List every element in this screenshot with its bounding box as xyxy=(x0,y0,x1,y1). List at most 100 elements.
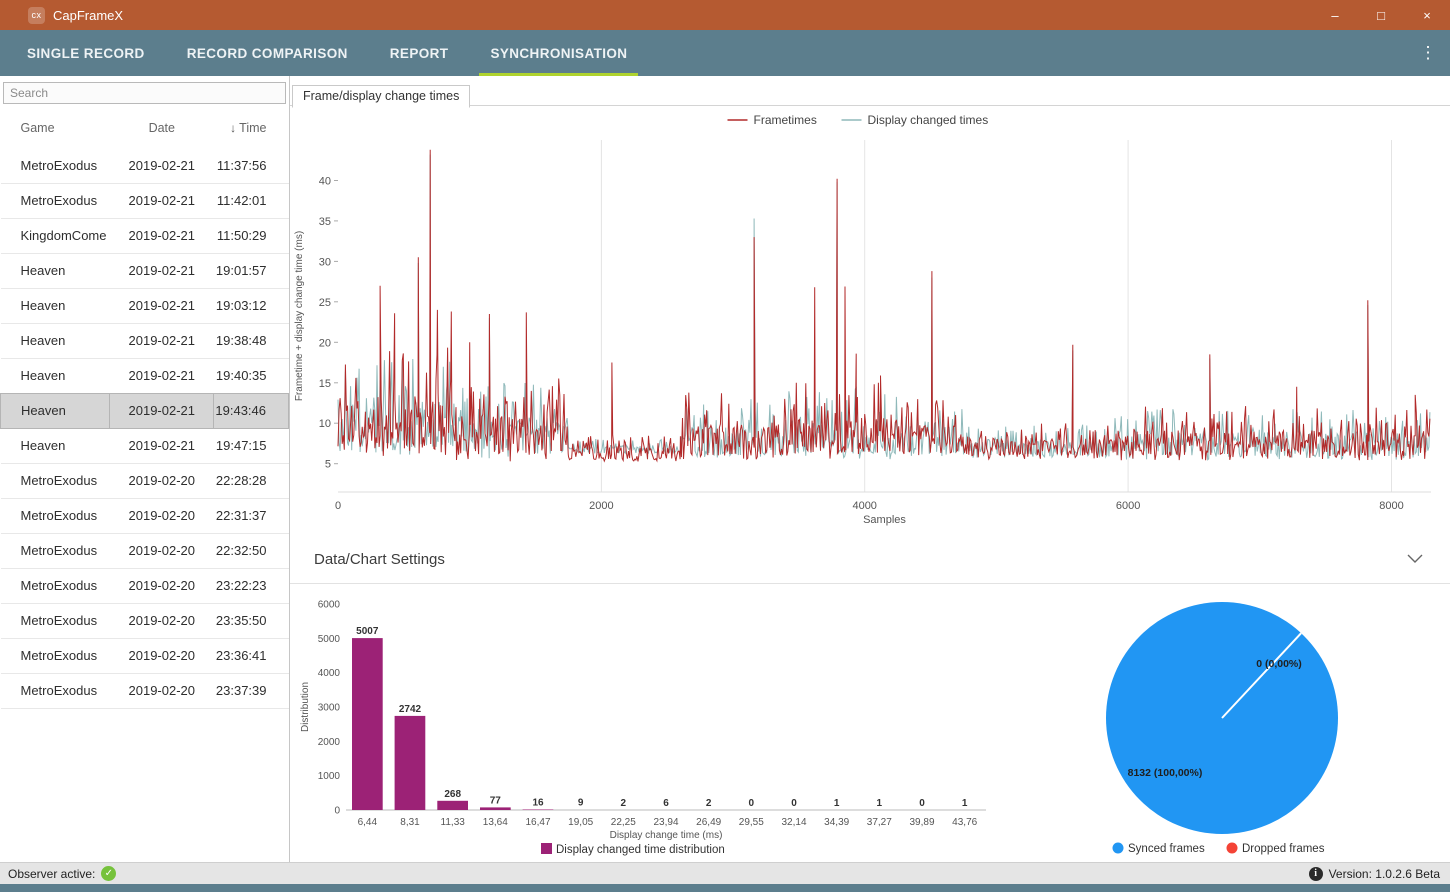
svg-text:3000: 3000 xyxy=(318,703,341,714)
record-row[interactable]: MetroExodus 2019-02-20 22:31:37 xyxy=(0,498,289,533)
main-panel: Frame/display change times 0 2000 4000 6 0 0 0… xyxy=(290,76,1450,862)
svg-text:77: 77 xyxy=(490,795,502,806)
svg-text:10: 10 xyxy=(319,418,331,430)
svg-text:1: 1 xyxy=(962,798,968,809)
record-row[interactable]: Heaven 2019-02-21 19:03:12 xyxy=(0,288,289,323)
close-button[interactable]: × xyxy=(1423,7,1431,23)
tab-synchronisation[interactable]: SYNCHRONISATION xyxy=(469,30,648,76)
svg-text:39,89: 39,89 xyxy=(909,817,934,828)
record-row[interactable]: MetroExodus 2019-02-21 11:42:01 xyxy=(0,183,289,218)
record-date: 2019-02-21 xyxy=(128,157,196,173)
minimize-button[interactable]: – xyxy=(1331,7,1339,23)
records-table-body: MetroExodus 2019-02-21 11:37:56 MetroExodus… xyxy=(0,148,289,708)
svg-text:16,47: 16,47 xyxy=(525,817,550,828)
record-date: 2019-02-21 xyxy=(128,438,196,453)
record-date: 2019-02-20 xyxy=(128,543,196,558)
records-sidebar: Game Date ↓Time MetroExodus 2019-02-21 11:… xyxy=(0,76,290,862)
record-date: 2019-02-20 xyxy=(128,648,196,663)
overflow-menu-icon[interactable]: ⋮ xyxy=(1419,43,1437,62)
svg-text:2742: 2742 xyxy=(399,704,422,715)
svg-text:0: 0 xyxy=(749,798,755,809)
svg-text:Display change time (ms): Display change time (ms) xyxy=(610,830,723,841)
svg-text:5007: 5007 xyxy=(356,626,379,637)
svg-text:6: 6 xyxy=(663,798,669,809)
svg-text:25: 25 xyxy=(319,297,331,309)
svg-text:30: 30 xyxy=(319,256,331,268)
record-date: 2019-02-21 xyxy=(128,263,196,278)
svg-text:1: 1 xyxy=(877,798,883,809)
records-header-row: Game Date ↓ Time xyxy=(1,108,289,148)
svg-text:8132 (100,00%): 8132 (100,00%) xyxy=(1128,767,1203,779)
column-header-time[interactable]: ↓ Time xyxy=(214,108,289,148)
maximize-button[interactable]: □ xyxy=(1377,7,1385,23)
record-game: Heaven xyxy=(0,392,111,429)
record-row[interactable]: MetroExodus 2019-02-20 22:32:50 xyxy=(0,533,289,568)
record-row[interactable]: Heaven 2019-02-21 19:40:35 xyxy=(0,358,289,393)
svg-text:0 (0,00%): 0 (0,00%) xyxy=(1256,658,1302,670)
synced-frames-pie-chart: 0 (0,00%) 8132 (100,00%) Synced frames Drop… xyxy=(1106,602,1338,855)
data-chart-settings-header[interactable]: Data/Chart Settings xyxy=(290,536,1450,584)
svg-text:Synced frames: Synced frames xyxy=(1128,843,1205,855)
svg-text:8,31: 8,31 xyxy=(400,817,420,828)
record-time: 22:28:28 xyxy=(215,473,267,488)
record-game: KingdomCome xyxy=(20,228,107,243)
svg-text:40: 40 xyxy=(319,176,331,188)
svg-text:268: 268 xyxy=(444,789,461,800)
chevron-down-icon[interactable] xyxy=(1406,551,1424,568)
record-time: 11:42:01 xyxy=(216,193,267,208)
svg-text:2: 2 xyxy=(621,798,627,809)
svg-text:20: 20 xyxy=(319,337,331,349)
svg-text:4000: 4000 xyxy=(852,500,876,512)
svg-text:29,55: 29,55 xyxy=(739,817,764,828)
record-game: Heaven xyxy=(20,298,66,313)
svg-text:0: 0 xyxy=(791,798,797,809)
app-logo-icon: cx xyxy=(28,6,45,24)
tab-record-comparison[interactable]: RECORD COMPARISON xyxy=(186,45,348,61)
svg-text:Display changed times: Display changed times xyxy=(868,113,989,127)
record-row[interactable]: Heaven 2019-02-21 19:01:57 xyxy=(0,253,289,288)
svg-text:1000: 1000 xyxy=(318,771,341,782)
record-date: 2019-02-21 xyxy=(109,392,215,429)
nav-tabs: SINGLE RECORD RECORD COMPARISON REPORT SYNC… xyxy=(0,30,648,76)
info-icon: i xyxy=(1308,866,1323,881)
svg-text:11,33: 11,33 xyxy=(441,817,466,828)
records-table: Game Date ↓ Time MetroExodus 2019-02-21 11:… xyxy=(0,108,289,709)
record-row[interactable]: MetroExodus 2019-02-20 22:28:28 xyxy=(0,463,289,498)
frametime-line-chart[interactable]: 0 2000 4000 6000 8000 5 10 15 20 25 30 35 40 Samples F… xyxy=(290,106,1445,536)
version-label: Version: 1.0.2.6 Beta xyxy=(1328,866,1440,881)
record-row[interactable]: Heaven 2019-02-21 19:43:46 xyxy=(0,392,289,429)
record-game: MetroExodus xyxy=(20,193,98,208)
bottom-charts: 0 1000 2000 3000 4000 5000 6000 5007 6,44 2742 8,3… xyxy=(290,584,1450,862)
tab-single-record[interactable]: SINGLE RECORD xyxy=(27,45,145,61)
statusbar: Observer active: ✓ i Version: 1.0.2.6 Be… xyxy=(0,862,1450,884)
record-row[interactable]: MetroExodus 2019-02-20 23:22:23 xyxy=(0,568,289,603)
svg-text:Distribution: Distribution xyxy=(300,682,311,732)
record-row[interactable]: MetroExodus 2019-02-20 23:35:50 xyxy=(0,603,289,638)
record-time: 19:38:48 xyxy=(215,333,267,348)
record-game: Heaven xyxy=(20,438,66,453)
svg-text:2000: 2000 xyxy=(589,500,613,512)
column-header-game[interactable]: Game xyxy=(20,121,55,135)
svg-text:0: 0 xyxy=(919,798,925,809)
window-controls: – □ × xyxy=(1312,0,1450,30)
record-time: 19:40:35 xyxy=(215,368,267,383)
distribution-bar-chart: 010002000300040005000600050076,4427428,3… xyxy=(300,600,986,856)
record-row[interactable]: Heaven 2019-02-21 19:47:15 xyxy=(0,428,289,463)
record-row[interactable]: MetroExodus 2019-02-21 11:37:56 xyxy=(0,148,289,183)
tab-report[interactable]: REPORT xyxy=(389,45,449,61)
content-area: Game Date ↓Time MetroExodus 2019-02-21 11:… xyxy=(0,76,1450,862)
svg-text:2: 2 xyxy=(706,798,712,809)
record-game: MetroExodus xyxy=(20,157,98,173)
record-row[interactable]: MetroExodus 2019-02-20 23:36:41 xyxy=(0,638,289,673)
search-input[interactable] xyxy=(3,82,286,104)
record-row[interactable]: Heaven 2019-02-21 19:38:48 xyxy=(0,323,289,358)
record-row[interactable]: KingdomCome 2019-02-21 11:50:29 xyxy=(0,218,289,253)
chart-tab-bar: Frame/display change times xyxy=(290,76,1450,108)
column-header-date[interactable]: Date xyxy=(148,121,175,135)
record-time: 23:36:41 xyxy=(215,648,267,663)
record-row[interactable]: MetroExodus 2019-02-20 23:37:39 xyxy=(0,673,289,708)
record-game: Heaven xyxy=(20,263,66,278)
tab-frame-display-change-times[interactable]: Frame/display change times xyxy=(292,85,471,108)
record-date: 2019-02-20 xyxy=(128,508,196,523)
